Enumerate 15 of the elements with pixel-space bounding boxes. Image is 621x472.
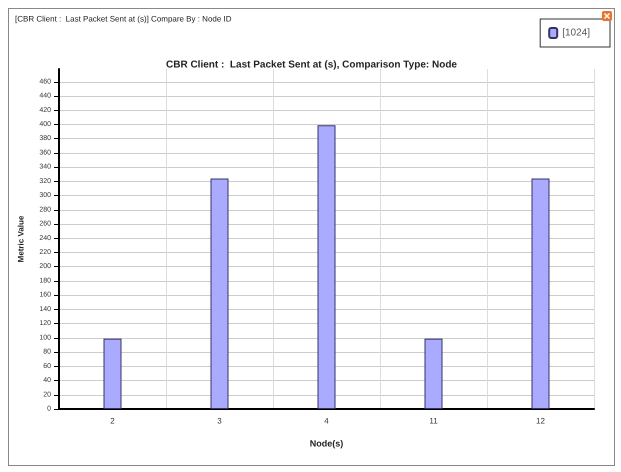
text: [CBR Client : Last Packet Sent at (s)] Compare By : Node ID xyxy=(15,14,232,24)
y-axis-title: Metric Value xyxy=(16,215,26,262)
bar xyxy=(424,338,442,409)
x-axis-title: Node(s) xyxy=(310,438,344,448)
bar xyxy=(210,178,228,409)
x-tick-label: 4 xyxy=(324,416,330,426)
x-tick-label: 3 xyxy=(217,416,222,426)
bar xyxy=(532,178,550,409)
bar xyxy=(104,338,122,409)
chart-title: CBR Client : Last Packet Sent at (s), Comparison Type: Node xyxy=(166,60,458,70)
x-tick-label: 11 xyxy=(429,416,438,426)
x-tick-label: 12 xyxy=(536,416,546,426)
legend-label: [1024] xyxy=(562,28,590,38)
x-tick-label: 2 xyxy=(110,416,116,426)
bar xyxy=(318,125,336,409)
